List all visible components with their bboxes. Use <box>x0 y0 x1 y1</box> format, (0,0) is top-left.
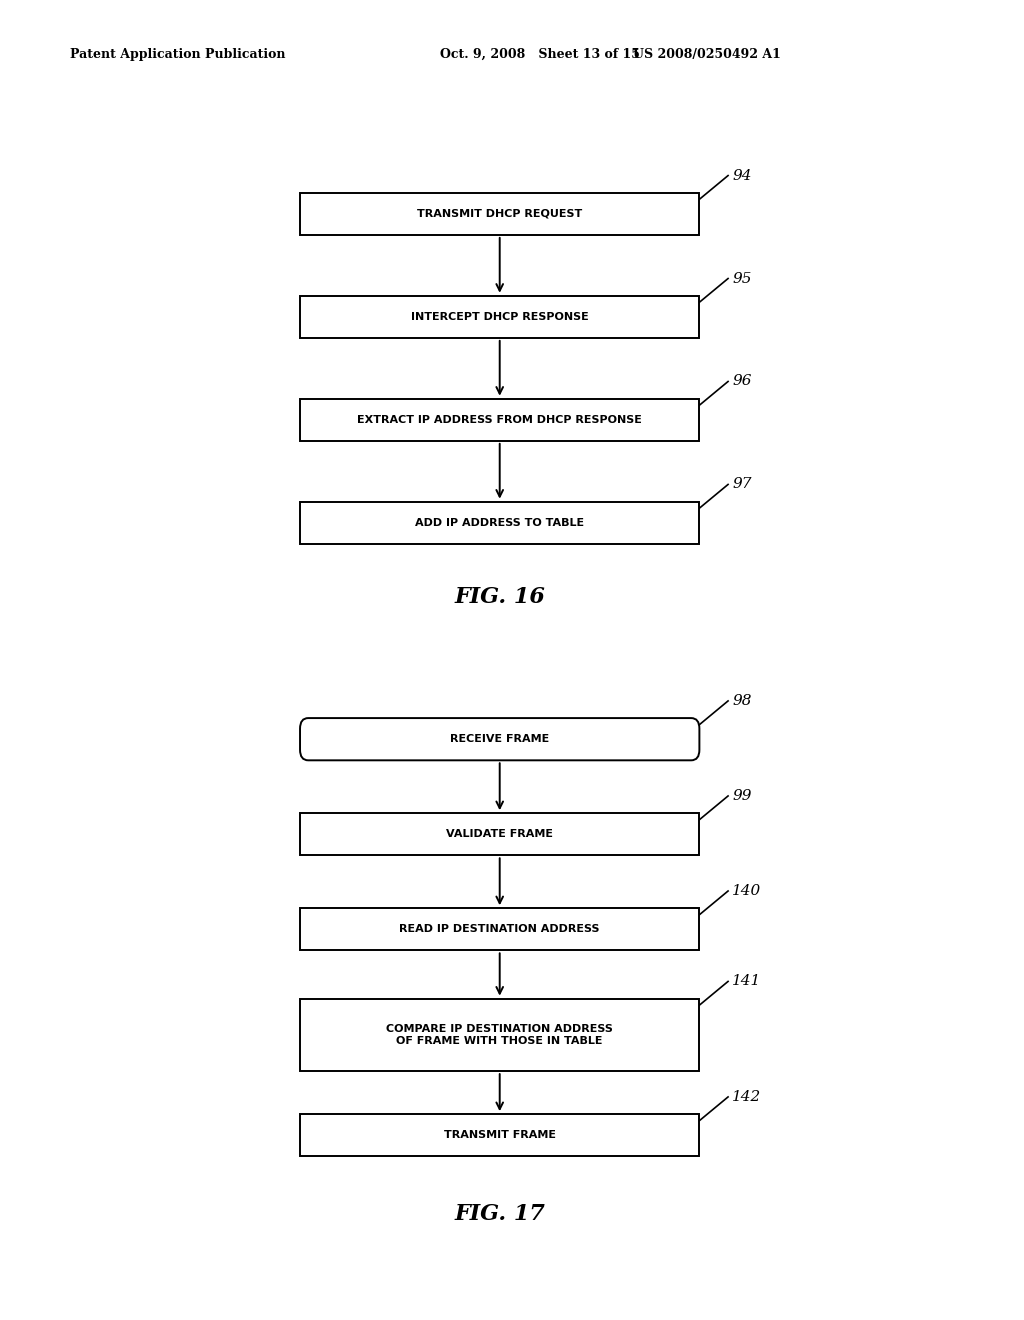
Text: 96: 96 <box>732 375 752 388</box>
Text: 142: 142 <box>732 1090 762 1104</box>
Bar <box>300 193 699 235</box>
Text: 97: 97 <box>732 478 752 491</box>
Text: Oct. 9, 2008   Sheet 13 of 15: Oct. 9, 2008 Sheet 13 of 15 <box>440 48 640 61</box>
Text: Patent Application Publication: Patent Application Publication <box>70 48 285 61</box>
Text: FIG. 16: FIG. 16 <box>455 586 545 607</box>
Text: EXTRACT IP ADDRESS FROM DHCP RESPONSE: EXTRACT IP ADDRESS FROM DHCP RESPONSE <box>357 414 642 425</box>
Bar <box>300 296 699 338</box>
Bar <box>300 908 699 950</box>
Text: ADD IP ADDRESS TO TABLE: ADD IP ADDRESS TO TABLE <box>415 517 585 528</box>
Text: 140: 140 <box>732 884 762 898</box>
Text: 99: 99 <box>732 789 752 803</box>
Bar <box>300 813 699 855</box>
Text: COMPARE IP DESTINATION ADDRESS
OF FRAME WITH THOSE IN TABLE: COMPARE IP DESTINATION ADDRESS OF FRAME … <box>386 1024 613 1045</box>
Text: 95: 95 <box>732 272 752 285</box>
Bar <box>300 999 699 1072</box>
Text: 141: 141 <box>732 974 762 989</box>
Bar <box>300 1114 699 1156</box>
Text: TRANSMIT FRAME: TRANSMIT FRAME <box>443 1130 556 1140</box>
Text: RECEIVE FRAME: RECEIVE FRAME <box>451 734 549 744</box>
FancyBboxPatch shape <box>300 718 699 760</box>
Text: INTERCEPT DHCP RESPONSE: INTERCEPT DHCP RESPONSE <box>411 312 589 322</box>
Text: 98: 98 <box>732 694 752 708</box>
Bar <box>300 502 699 544</box>
Text: READ IP DESTINATION ADDRESS: READ IP DESTINATION ADDRESS <box>399 924 600 935</box>
Bar <box>300 399 699 441</box>
Text: TRANSMIT DHCP REQUEST: TRANSMIT DHCP REQUEST <box>417 209 583 219</box>
Text: FIG. 17: FIG. 17 <box>455 1204 545 1225</box>
Text: US 2008/0250492 A1: US 2008/0250492 A1 <box>633 48 780 61</box>
Text: 94: 94 <box>732 169 752 182</box>
Text: VALIDATE FRAME: VALIDATE FRAME <box>446 829 553 840</box>
